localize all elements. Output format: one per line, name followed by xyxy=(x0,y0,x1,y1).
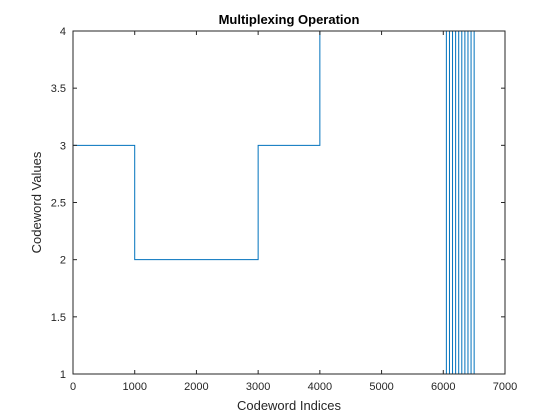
y-tick-label: 1 xyxy=(60,369,66,381)
y-axis-label: Codeword Values xyxy=(29,151,44,253)
y-tick-label: 1.5 xyxy=(51,312,66,324)
y-tick-label: 4 xyxy=(60,26,66,38)
x-tick-label: 4000 xyxy=(308,381,332,393)
x-tick-label: 1000 xyxy=(122,381,146,393)
x-tick-label: 0 xyxy=(70,381,76,393)
axes-background xyxy=(73,31,505,374)
x-axis-label: Codeword Indices xyxy=(237,398,342,413)
chart-title: Multiplexing Operation xyxy=(219,12,360,27)
x-tick-label: 3000 xyxy=(246,381,270,393)
y-tick-label: 3 xyxy=(60,140,66,152)
x-tick-label: 5000 xyxy=(369,381,393,393)
x-tick-label: 2000 xyxy=(184,381,208,393)
x-axis-ticks: 0 1000 2000 3000 4000 5000 6000 7000 xyxy=(70,31,517,393)
y-tick-label: 2.5 xyxy=(51,198,66,210)
y-axis-ticks: 1 1.5 2 2.5 3 3.5 4 xyxy=(51,26,505,381)
x-tick-label: 6000 xyxy=(431,381,455,393)
x-tick-label: 7000 xyxy=(493,381,517,393)
y-tick-label: 3.5 xyxy=(51,83,66,95)
y-tick-label: 2 xyxy=(60,255,66,267)
